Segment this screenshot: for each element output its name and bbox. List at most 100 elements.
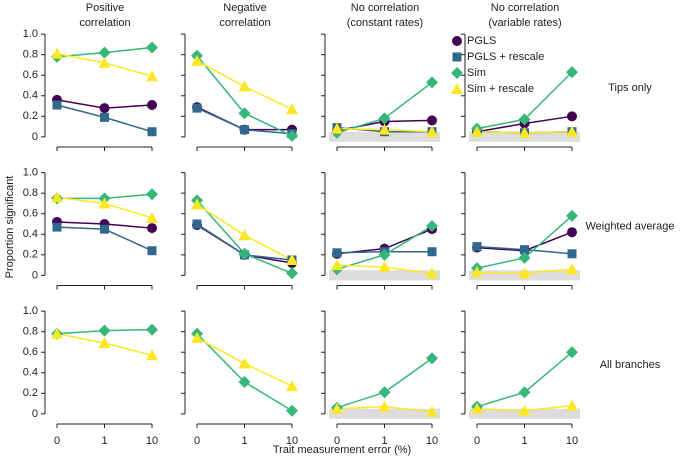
data-point bbox=[378, 112, 391, 125]
null-band bbox=[329, 270, 440, 281]
data-point bbox=[100, 224, 109, 234]
series-line bbox=[476, 351, 573, 408]
data-point bbox=[378, 400, 391, 412]
data-point bbox=[146, 211, 158, 223]
y-tick-label: 0.8 bbox=[23, 326, 38, 338]
data-point bbox=[286, 103, 298, 115]
data-point bbox=[146, 41, 158, 54]
data-point bbox=[331, 402, 343, 414]
column-title: correlation bbox=[219, 17, 270, 29]
data-point bbox=[98, 46, 111, 59]
data-point bbox=[238, 80, 251, 92]
data-point bbox=[566, 209, 578, 222]
legend-marker bbox=[452, 36, 462, 46]
data-point bbox=[286, 253, 298, 265]
data-point bbox=[51, 327, 63, 339]
data-point bbox=[471, 125, 483, 137]
x-tick-label: 10 bbox=[426, 435, 438, 447]
x-tick-label: 10 bbox=[286, 435, 298, 447]
column-title: Positive bbox=[86, 2, 125, 14]
data-point bbox=[147, 127, 157, 137]
row-label: All branches bbox=[600, 359, 661, 371]
data-point bbox=[566, 399, 578, 411]
x-tick-label: 0 bbox=[474, 435, 480, 447]
data-point bbox=[426, 267, 438, 279]
data-point bbox=[52, 100, 62, 110]
data-point bbox=[332, 248, 342, 258]
data-point bbox=[427, 247, 437, 257]
y-tick-label: 0.6 bbox=[23, 69, 38, 81]
x-tick-label: 10 bbox=[146, 435, 158, 447]
y-tick-label: 0.8 bbox=[23, 187, 38, 199]
legend-marker bbox=[452, 52, 462, 62]
data-point bbox=[378, 248, 391, 261]
data-point bbox=[100, 112, 109, 122]
y-tick-label: 0.2 bbox=[23, 249, 38, 261]
data-point bbox=[331, 122, 343, 134]
y-tick-label: 0 bbox=[32, 131, 38, 143]
data-point bbox=[238, 229, 251, 241]
data-point bbox=[146, 349, 158, 361]
data-point bbox=[471, 402, 483, 414]
data-point bbox=[98, 197, 111, 209]
x-axis-label: Trait measurement error (%) bbox=[273, 444, 411, 456]
data-point bbox=[98, 56, 111, 68]
column-title: No correlation bbox=[351, 2, 419, 14]
data-point bbox=[518, 126, 531, 138]
data-point bbox=[286, 404, 298, 417]
data-point bbox=[52, 222, 62, 232]
data-point bbox=[238, 376, 251, 389]
x-tick-label: 1 bbox=[101, 435, 107, 447]
legend-marker bbox=[451, 67, 463, 79]
data-point bbox=[238, 107, 251, 120]
y-tick-label: 0 bbox=[32, 269, 38, 281]
data-point bbox=[378, 261, 391, 273]
data-point bbox=[566, 125, 578, 137]
data-point bbox=[426, 352, 438, 365]
data-point bbox=[566, 346, 578, 359]
column-title: (variable rates) bbox=[488, 17, 561, 29]
column-title: correlation bbox=[79, 17, 130, 29]
x-tick-label: 0 bbox=[54, 435, 60, 447]
data-point bbox=[51, 47, 63, 59]
data-point bbox=[426, 405, 438, 417]
data-point bbox=[191, 331, 203, 343]
data-point bbox=[191, 198, 203, 210]
y-tick-label: 0.6 bbox=[23, 208, 38, 220]
data-point bbox=[378, 123, 391, 135]
data-point bbox=[98, 336, 111, 348]
legend-label: Sim bbox=[467, 67, 486, 79]
data-point bbox=[518, 251, 531, 264]
legend-marker bbox=[451, 83, 463, 94]
data-point bbox=[286, 380, 298, 392]
data-point bbox=[147, 223, 157, 234]
data-point bbox=[518, 113, 531, 126]
row-label: Weighted average bbox=[585, 220, 674, 232]
data-point bbox=[146, 70, 158, 82]
data-point bbox=[331, 259, 343, 271]
series-line bbox=[336, 357, 433, 409]
y-tick-label: 0.4 bbox=[23, 367, 38, 379]
data-point bbox=[427, 115, 437, 126]
column-title: Negative bbox=[223, 2, 266, 14]
data-point bbox=[472, 242, 482, 252]
legend-label: PGLS + rescale bbox=[467, 51, 544, 63]
data-point bbox=[192, 103, 202, 113]
data-point bbox=[147, 246, 157, 256]
y-axis-label: Proportion significant bbox=[4, 176, 16, 279]
data-point bbox=[147, 100, 157, 111]
data-point bbox=[567, 249, 577, 259]
x-tick-label: 1 bbox=[381, 435, 387, 447]
null-band bbox=[329, 131, 440, 142]
data-point bbox=[426, 125, 438, 137]
data-point bbox=[146, 188, 158, 201]
data-point bbox=[566, 66, 578, 79]
data-point bbox=[520, 245, 529, 255]
x-tick-label: 1 bbox=[521, 435, 527, 447]
null-band bbox=[329, 408, 440, 419]
data-point bbox=[238, 247, 251, 260]
data-point bbox=[146, 323, 158, 336]
data-point bbox=[426, 76, 438, 89]
data-point bbox=[286, 267, 298, 280]
x-tick-label: 0 bbox=[194, 435, 200, 447]
